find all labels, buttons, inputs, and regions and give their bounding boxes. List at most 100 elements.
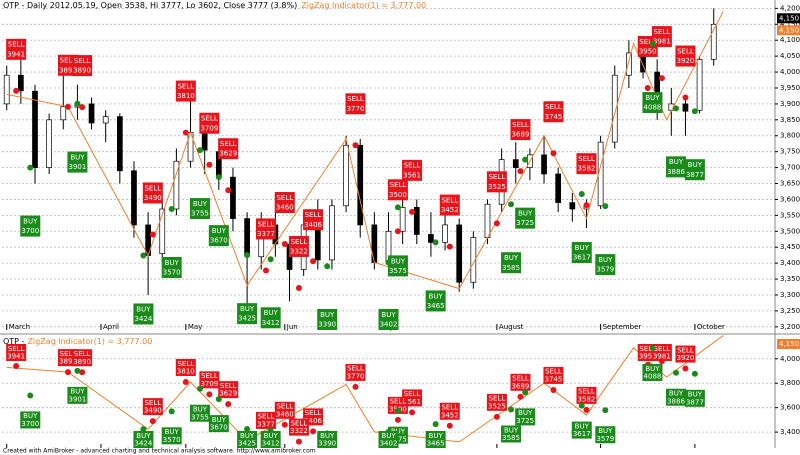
header-text: OTP - Daily 2012.05.19, Open 3538, Hi 37…: [3, 1, 426, 10]
signal-box: [595, 426, 616, 444]
signal-box: [72, 55, 93, 77]
lower-header: OTP - ZigZag Indicator(1) = 3,777.00: [3, 337, 152, 346]
signal-value: 3585: [502, 264, 520, 272]
y-tick-label: 3,450: [780, 243, 800, 251]
header-info: OTP - Daily 2012.05.19, Open 3538, Hi 37…: [3, 1, 297, 10]
signal-type: BUY: [575, 244, 590, 252]
signal-dot: [578, 191, 585, 198]
signal-dot: [493, 220, 500, 227]
signal-box: [576, 153, 597, 175]
signal-value: 3950: [639, 48, 657, 56]
signal-value: 3425: [238, 440, 256, 448]
candle-body: [611, 74, 618, 143]
signal-value: 3891: [59, 66, 77, 74]
signal-value: 3629: [219, 390, 237, 398]
signal-type: SELL: [74, 350, 91, 358]
signal-dot: [27, 392, 34, 399]
signal-box: [67, 151, 88, 173]
signal-label: BUY 3579: [595, 254, 616, 276]
signal-type: SELL: [347, 95, 364, 103]
signal-label: BUY 3670: [208, 225, 229, 247]
signal-type: BUY: [193, 200, 208, 208]
signal-dot: [215, 396, 222, 403]
signal-type: BUY: [669, 158, 684, 166]
signal-type: SELL: [489, 173, 506, 181]
signal-label: SELL 3525: [486, 171, 507, 193]
signal-type: SELL: [177, 82, 194, 90]
candle-body: [682, 103, 689, 112]
signal-box: [439, 402, 460, 420]
signal-value: 3425: [238, 315, 256, 323]
signal-box: [260, 307, 281, 329]
signal-dot: [649, 345, 656, 352]
signal-type: SELL: [578, 388, 595, 396]
signal-value: 3412: [262, 440, 280, 448]
signal-type: SELL: [74, 57, 91, 65]
signal-box: [571, 421, 592, 439]
candle-body: [343, 144, 349, 207]
signal-dot: [13, 87, 20, 94]
signal-value: 3617: [573, 254, 591, 262]
y-tick-label: 4,000: [780, 355, 800, 363]
candle-body: [159, 208, 166, 254]
signal-type: BUY: [240, 305, 255, 313]
signal-type: SELL: [144, 184, 161, 192]
signal-label: SELL 3406: [303, 209, 324, 231]
candle-body: [46, 119, 52, 168]
signal-value: 3709: [200, 380, 218, 388]
signal-type: BUY: [391, 257, 406, 265]
signal-value: 4088: [644, 373, 662, 381]
candle-body: [32, 90, 38, 168]
signal-box: [6, 344, 27, 361]
candle-body: [329, 205, 335, 261]
signal-value: 3500: [389, 191, 407, 199]
signal-type: SELL: [276, 194, 293, 202]
signal-value: 3689: [512, 131, 530, 139]
signal-box: [345, 363, 366, 381]
y-tick-label: 3,750: [780, 148, 800, 156]
signal-type: SELL: [60, 350, 77, 358]
signal-value: 3579: [596, 266, 614, 274]
signal-box: [642, 92, 663, 114]
y-tick-label: 4,150: [780, 20, 800, 28]
signal-box: [317, 309, 338, 330]
candle-body: [399, 207, 406, 232]
signal-value: 3490: [144, 407, 162, 415]
signal-dot: [267, 256, 274, 263]
price-box: [777, 13, 800, 24]
y-tick-label: 3,350: [780, 275, 800, 283]
signal-box: [175, 359, 196, 376]
signal-box: [501, 425, 522, 443]
signal-box: [378, 431, 399, 448]
signal-value: 3981: [653, 353, 671, 361]
signal-value: 3709: [200, 124, 218, 132]
candle-body: [696, 58, 703, 111]
signal-type: SELL: [347, 365, 364, 373]
signal-type: SELL: [545, 103, 562, 111]
signal-dot: [281, 421, 288, 428]
signal-type: SELL: [639, 345, 656, 353]
candle-body: [201, 132, 208, 151]
signal-dot: [295, 438, 302, 445]
signal-value: 3412: [262, 319, 280, 327]
signal-box: [666, 156, 687, 178]
y-tick-label: 3,300: [780, 291, 800, 299]
signal-dot: [394, 416, 401, 423]
zigzag-line: [6, 335, 724, 443]
